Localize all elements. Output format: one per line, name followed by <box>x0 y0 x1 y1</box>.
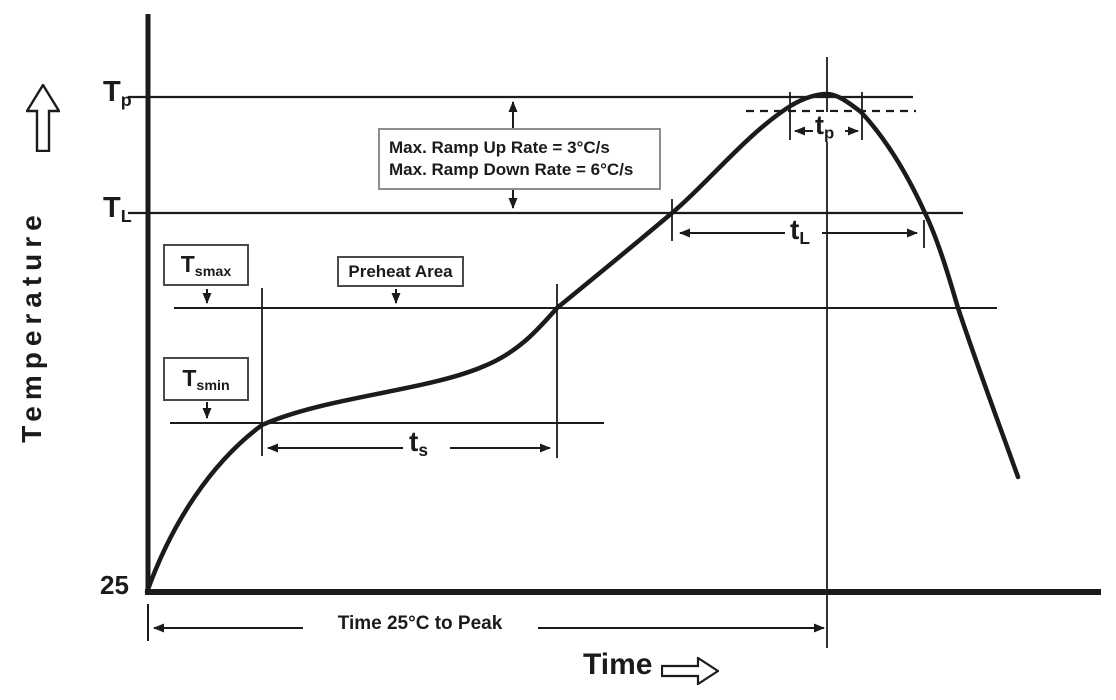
origin-value-text: 25 <box>100 570 129 600</box>
up-arrow-icon <box>26 84 60 152</box>
tsmin-box-label: Tsmin <box>182 365 229 394</box>
tp-interval-sub: p <box>824 123 835 143</box>
tsmax-base: T <box>180 250 195 277</box>
temperature-profile-curve <box>144 91 1021 595</box>
tsmax-sub: smax <box>194 263 232 280</box>
tl-label: TL <box>103 192 132 227</box>
tp-label-base: T <box>103 76 121 108</box>
tl-label-base: T <box>103 192 121 224</box>
ts-interval-sub: s <box>418 439 428 460</box>
tsmin-box: Tsmin <box>163 357 249 401</box>
tl-interval-label: tL <box>788 214 812 248</box>
tl-interval-sub: L <box>799 227 810 248</box>
tp-interval-base: t <box>815 110 824 140</box>
preheat-area-box: Preheat Area <box>337 256 464 287</box>
y-axis-title-text: Temperature <box>16 209 47 443</box>
right-arrow-icon <box>661 657 719 685</box>
x-axis-title: Time <box>583 650 652 680</box>
ramp-up-rate-text: Max. Ramp Up Rate = 3°C/s <box>389 138 610 157</box>
tp-interval-label: tp <box>813 110 837 143</box>
ramp-rate-box: Max. Ramp Up Rate = 3°C/s Max. Ramp Down… <box>378 128 661 190</box>
tl-interval-base: t <box>790 214 800 245</box>
tp-label-sub: p <box>120 90 132 111</box>
ramp-down-rate-text: Max. Ramp Down Rate = 6°C/s <box>389 160 634 179</box>
tsmax-box: Tsmax <box>163 244 249 286</box>
ts-interval-label: ts <box>407 426 430 460</box>
tsmin-sub: smin <box>196 377 230 394</box>
x-axis-title-text: Time <box>583 648 653 681</box>
y-axis-title: Temperature <box>16 161 54 491</box>
tsmin-base: T <box>182 364 197 391</box>
time-to-peak-text: Time 25°C to Peak <box>337 613 503 634</box>
origin-value-label: 25 <box>100 572 129 598</box>
tsmax-box-label: Tsmax <box>181 251 232 280</box>
preheat-area-label: Preheat Area <box>348 261 453 281</box>
tl-label-sub: L <box>120 206 132 227</box>
ts-interval-base: t <box>409 426 419 457</box>
tp-label: Tp <box>103 76 132 111</box>
time-to-peak-label: Time 25°C to Peak <box>302 614 538 633</box>
